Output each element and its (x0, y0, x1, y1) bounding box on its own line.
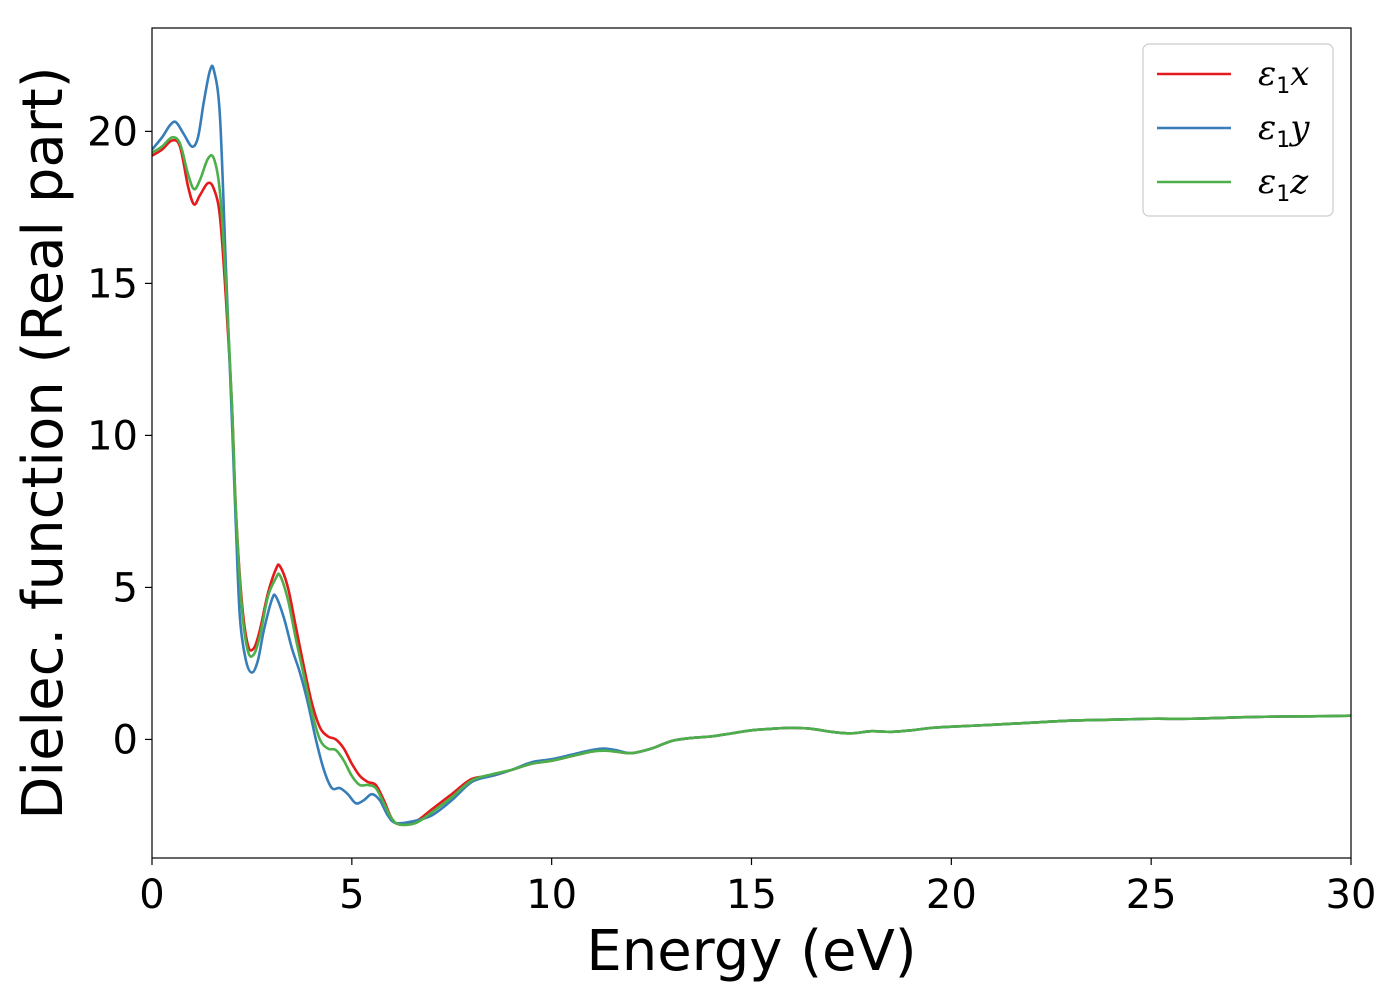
y-tick-label: 5 (113, 565, 138, 611)
legend-label-x: ε1x (1258, 54, 1309, 99)
y-tick-label: 10 (87, 413, 138, 459)
x-tick-label: 15 (726, 872, 777, 918)
x-tick-label: 20 (926, 872, 977, 918)
legend-box (1142, 43, 1334, 217)
x-tick-label: 0 (139, 872, 164, 918)
x-axis-title: Energy (eV) (586, 919, 916, 984)
series-layer (152, 64, 1351, 827)
series-line-z (152, 136, 1351, 827)
x-tick-label: 10 (526, 872, 577, 918)
y-axis-title: Dielec. function (Real part) (11, 66, 76, 819)
legend: ε1x ε1y ε1z (1142, 43, 1334, 217)
y-tick-label: 0 (113, 717, 138, 763)
y-tick-label: 15 (87, 261, 138, 307)
y-axis: 0 5 10 15 20 (87, 109, 152, 763)
legend-label-z: ε1z (1258, 162, 1309, 207)
legend-label-y: ε1y (1258, 108, 1310, 153)
x-axis: 0 5 10 15 20 25 30 (139, 858, 1376, 918)
y-tick-label: 20 (87, 109, 138, 155)
x-tick-label: 5 (339, 872, 364, 918)
x-tick-label: 25 (1126, 872, 1177, 918)
x-tick-label: 30 (1326, 872, 1377, 918)
